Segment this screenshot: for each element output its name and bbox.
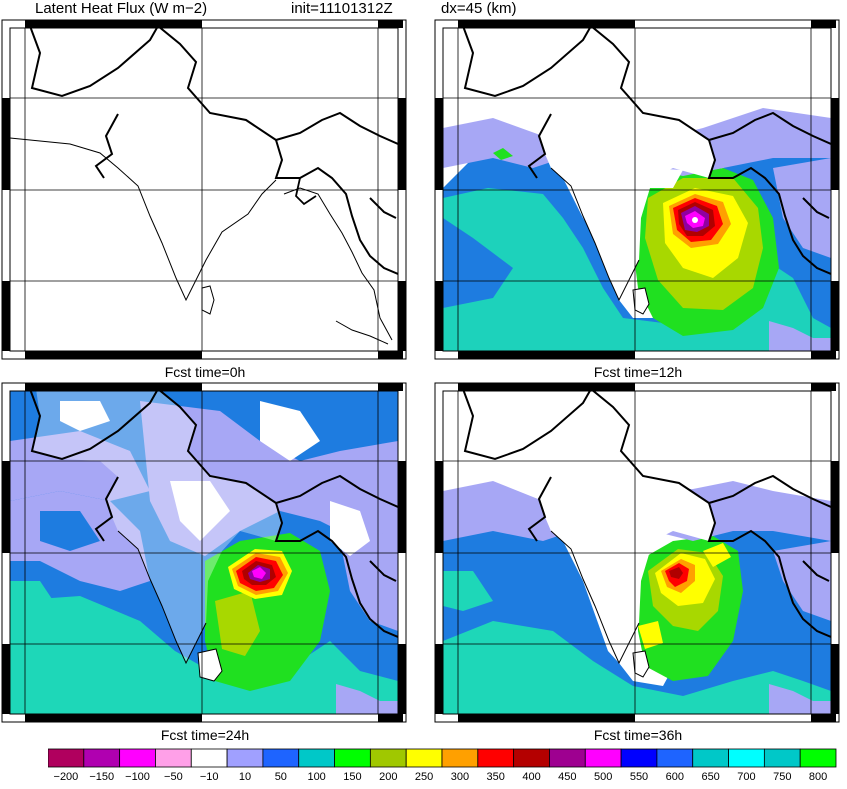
colorbar-swatch [405,748,443,768]
colorbar-swatch [155,748,192,768]
colorbar [48,748,837,768]
graticule [10,391,398,714]
panel-label-24h: Fcst time=24h [160,727,250,743]
colorbar-swatch [48,748,85,768]
graticule [443,391,831,714]
colorbar-tick-label: 500 [593,771,613,783]
colorbar-swatch [119,748,156,768]
colorbar-tick-label: 100 [307,771,326,783]
border-layer [29,28,398,275]
init-time-label: init=11101312Z [291,0,393,17]
graticule [10,28,398,351]
border-layer [29,391,398,682]
colorbar-tick-label: −150 [89,771,115,783]
colorbar-swatch [692,748,729,768]
colorbar-swatch [226,748,264,768]
colorbar-swatch [620,748,658,768]
graticule [443,28,831,351]
colorbar-tick-label: −100 [125,771,150,783]
grid-spacing-label: dx=45 (km) [441,0,517,17]
map-panel-12h [433,18,841,361]
colorbar-tick-label: 650 [701,771,720,783]
colorbar-swatch [334,748,371,768]
colorbar-swatch [799,748,837,768]
panel-label-0h: Fcst time=0h [164,364,246,380]
axis-ticks [435,20,839,359]
map-background [10,28,398,351]
colorbar-tick-label: 700 [737,771,756,783]
colorbar-tick-label: 750 [773,771,792,783]
colorbar-swatch [763,748,801,768]
shaded-field [443,481,831,714]
colorbar-swatch [728,748,765,768]
colorbar-tick-label: 150 [343,771,362,783]
axis-ticks [2,383,406,722]
colorbar-swatch [369,748,407,768]
colorbar-swatch [584,748,622,768]
colorbar-tick-label: −10 [199,771,219,783]
axis-ticks [2,20,406,359]
colorbar-tick-label: 50 [274,771,287,783]
map-panel-24h [0,381,408,724]
colorbar-swatch [441,748,479,768]
border-layer [462,391,831,678]
map-panel-0h [0,18,408,361]
map-panel-36h [433,381,841,724]
colorbar-swatch [83,748,121,768]
axis-ticks [435,383,839,722]
colorbar-tick-label: 200 [379,771,398,783]
colorbar-tick-label: 300 [450,771,470,783]
colorbar-swatch [656,748,694,768]
colorbar-swatch [262,748,300,768]
border-layer [462,28,831,315]
colorbar-tick-label: 250 [414,771,434,783]
colorbar-swatch [513,748,550,768]
colorbar-swatch [298,748,335,768]
panel-label-36h: Fcst time=36h [593,727,683,743]
colorbar-swatch [549,748,586,768]
field-title: Latent Heat Flux (W m−2) [35,0,208,17]
colorbar-tick-label: 800 [808,771,828,783]
colorbar-tick-label: 550 [629,771,649,783]
land-mask [32,391,370,663]
colorbar-tick-label: −200 [53,771,79,783]
panel-label-12h: Fcst time=12h [593,364,683,380]
colorbar-tick-label: 350 [486,771,505,783]
colorbar-tick-label: −50 [164,771,183,783]
colorbar-tick-label: 450 [558,771,577,783]
colorbar-tick-label: 600 [665,771,684,783]
land-mask [465,28,715,300]
shaded-field [443,108,831,351]
colorbar-tick-label: 10 [238,771,252,783]
colorbar-swatch [477,748,515,768]
land-mask [465,391,715,663]
colorbar-swatch [190,748,228,768]
colorbar-tick-label: 400 [522,771,541,783]
